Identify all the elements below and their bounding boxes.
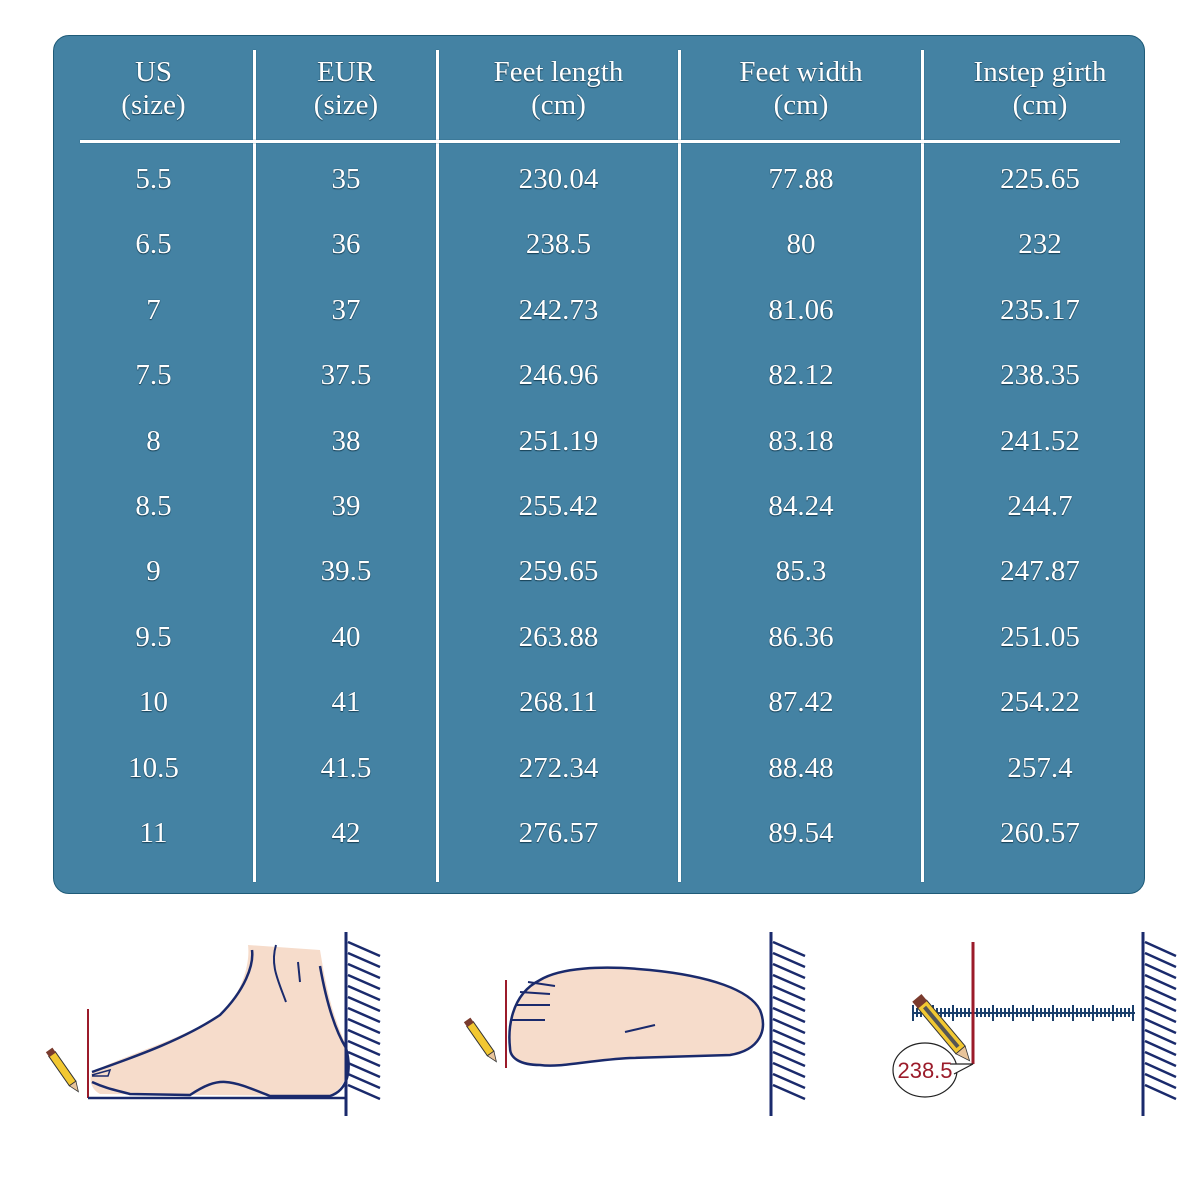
table-cell: 9 [146,555,161,588]
table-cell: 246.96 [518,359,599,392]
table-cell: 268.11 [519,686,598,719]
ruler-measurement-illustration: 238.5 [892,932,1177,1116]
table-cell: 11 [139,817,168,849]
table-cell: 255.42 [518,490,599,522]
table-cell: 38 [331,424,361,457]
header-feet-width: Feet width (cm) [681,56,921,126]
table-cell: 257.4 [1007,751,1073,784]
table-cell: 7.5 [135,359,172,392]
pencil-icon [912,994,971,1062]
table-cell: 40 [331,620,361,653]
header-eur: EUR (size) [256,56,436,126]
table-cell: 87.42 [768,686,834,719]
table-cell: 37.5 [320,359,372,392]
wall-hatching-icon [347,940,381,1101]
header-title: Feet length [493,56,624,88]
header-unit: (size) [313,89,379,121]
header-unit: (cm) [531,89,586,121]
table-cell: 242.73 [518,293,599,326]
ruler-ticks-icon [912,1005,1134,1021]
table-cell: 39.5 [320,555,372,588]
table-cell: 247.87 [1000,555,1080,588]
table-cell: 251.19 [518,424,599,457]
table-cell: 8.5 [135,490,172,522]
table-cell: 259.65 [518,555,599,588]
table-cell: 85.3 [775,555,827,588]
table-cell: 89.54 [768,817,834,849]
header-instep-girth: Instep girth (cm) [924,56,1156,126]
table-cell: 8 [146,424,161,457]
table-cell: 272.34 [518,751,599,784]
table-cell: 88.48 [768,751,834,784]
header-title: Feet width [739,56,863,88]
header-us: US (size) [54,56,253,126]
table-cell: 37 [331,293,361,326]
table-cell: 7 [146,293,161,326]
table-cell: 254.22 [1000,686,1080,719]
table-cell: 42 [331,817,361,849]
header-title: Instep girth [973,56,1107,88]
column-divider [678,50,681,882]
table-cell: 35 [331,163,361,195]
column-divider [436,50,439,882]
table-cell: 84.24 [768,490,834,522]
table-cell: 263.88 [518,620,599,653]
table-cell: 238.35 [1000,359,1080,392]
table-cell: 244.7 [1007,490,1073,522]
header-unit: (size) [121,89,186,121]
table-cell: 82.12 [768,359,834,392]
table-cell: 80 [786,228,816,261]
table-cell: 86.36 [768,620,834,653]
table-cell: 41.5 [320,751,372,784]
table-cell: 6.5 [135,228,172,261]
column-divider [253,50,256,882]
table-cell: 225.65 [1000,163,1080,195]
pencil-icon [45,1047,80,1093]
table-cell: 235.17 [1000,293,1080,326]
table-cell: 241.52 [1000,424,1080,457]
table-cell: 10.5 [128,751,179,784]
table-cell: 238.5 [525,228,592,261]
table-cell: 232 [1018,228,1062,261]
foot-top-view-illustration [463,932,806,1116]
measurement-reading: 238.5 [897,1058,952,1083]
header-divider [80,140,1120,143]
table-cell: 41 [331,686,361,719]
table-cell: 230.04 [518,163,599,195]
size-chart-table: US (size) EUR (size) Feet length (cm) Fe… [53,35,1145,894]
table-cell: 83.18 [768,424,834,457]
column-divider [921,50,924,882]
wall-hatching-icon [1144,940,1177,1101]
table-cell: 260.57 [1000,817,1080,849]
table-cell: 39 [331,490,361,522]
foot-side-view-illustration [45,932,381,1116]
table-cell: 276.57 [518,817,599,849]
header-unit: (cm) [773,89,829,121]
header-feet-length: Feet length (cm) [439,56,678,126]
table-cell: 10 [139,686,168,719]
table-cell: 251.05 [1000,620,1080,653]
pencil-icon [463,1017,498,1063]
header-title: US [134,56,173,88]
table-cell: 77.88 [768,163,834,195]
table-cell: 81.06 [768,293,834,326]
wall-hatching-icon [772,940,806,1101]
table-cell: 9.5 [135,620,172,653]
table-cell: 5.5 [135,163,172,195]
header-title: EUR [317,56,375,88]
table-cell: 36 [331,228,361,261]
header-unit: (cm) [1012,89,1068,121]
